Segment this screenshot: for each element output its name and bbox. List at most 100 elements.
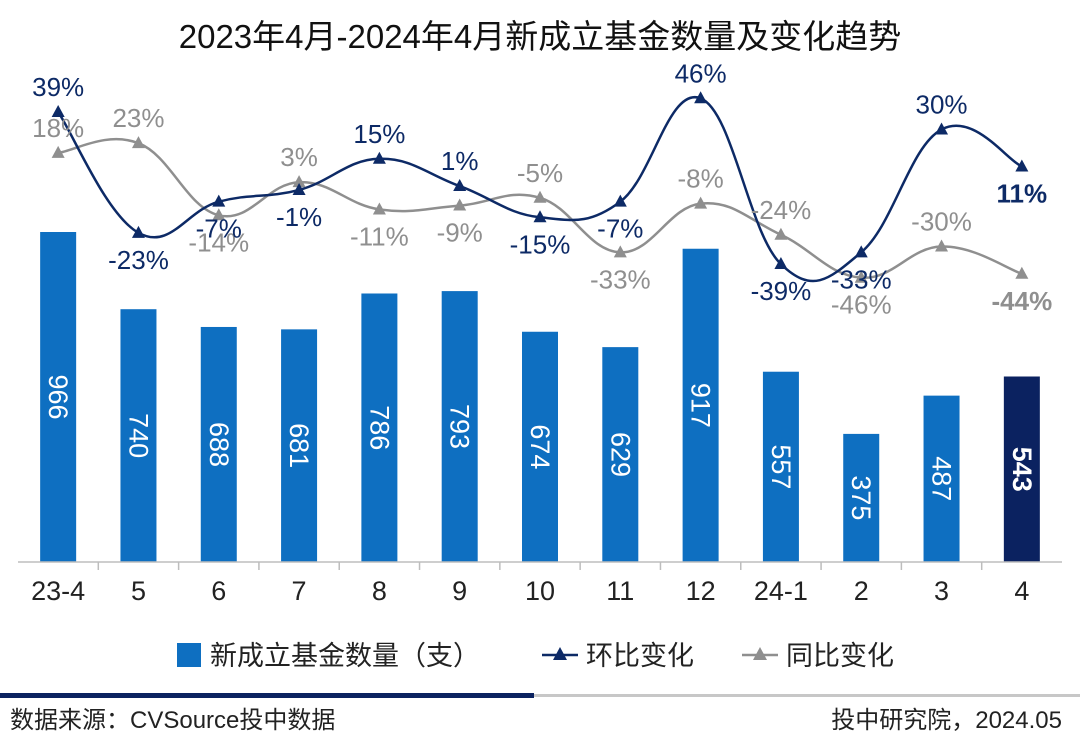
- mom-value-label: 1%: [441, 146, 479, 176]
- yoy-labels: 18% 23% -14% 3% -11% -9% -5% -33% -8% -24% -46% -30…: [32, 103, 1052, 320]
- yoy-value-label: -24%: [751, 195, 812, 225]
- yoy-value-label: -9%: [437, 218, 483, 248]
- x-tick-label: 5: [131, 576, 146, 606]
- yoy-marker: [533, 190, 547, 203]
- yoy-value-label: -33%: [590, 264, 651, 294]
- yoy-marker: [935, 239, 949, 252]
- mom-value-label: -7%: [196, 214, 242, 244]
- legend-bar-label: 新成立基金数量（支）: [210, 641, 480, 671]
- bar: [40, 232, 77, 562]
- yoy-value-label: -8%: [677, 164, 723, 194]
- bar-value-label: 557: [766, 444, 796, 489]
- bar-value-label: 543: [1007, 447, 1037, 492]
- mom-value-label: -7%: [597, 214, 643, 244]
- yoy-marker: [1015, 266, 1029, 279]
- bar-series: [40, 232, 1040, 562]
- x-tick-label: 2: [854, 576, 869, 606]
- mom-marker: [372, 151, 386, 164]
- mom-value-label: 39%: [32, 72, 84, 102]
- yoy-value-label: 23%: [112, 103, 164, 133]
- mom-marker: [613, 194, 627, 207]
- x-tick-label: 4: [1014, 576, 1029, 606]
- yoy-marker: [854, 270, 868, 283]
- mom-marker: [131, 225, 145, 238]
- mom-marker: [774, 257, 788, 270]
- yoy-marker: [613, 245, 627, 258]
- yoy-marker: [212, 208, 226, 221]
- footer-source: 数据来源：CVSource投中数据: [10, 707, 335, 734]
- x-axis-labels: 23-4 5 6 7 8 9 10 11 12 24-1 2 3 4: [31, 576, 1029, 606]
- yoy-marker: [131, 136, 145, 149]
- mom-value-label: 46%: [675, 58, 727, 88]
- bar: [602, 347, 639, 562]
- legend-yoy-marker: [753, 647, 767, 660]
- yoy-value-label: 3%: [280, 142, 318, 172]
- bar: [923, 395, 960, 562]
- yoy-value-label: -11%: [350, 221, 409, 251]
- x-tick-label: 3: [934, 576, 949, 606]
- bar-labels: 966 740 688 681 786 793 674 629 917 557 375 487 543: [43, 374, 1037, 520]
- yoy-marker: [694, 196, 708, 209]
- x-tick-label: 12: [686, 576, 716, 606]
- yoy-marker: [372, 202, 386, 215]
- bar-value-label: 793: [445, 404, 475, 449]
- bar-value-label: 629: [605, 432, 635, 477]
- yoy-marker: [453, 198, 467, 211]
- bar: [281, 329, 318, 562]
- yoy-value-label: 18%: [32, 113, 84, 143]
- footer-credit: 投中研究院，2024.05: [831, 707, 1062, 734]
- legend-mom-marker: [553, 647, 567, 660]
- yoy-value-label: -30%: [911, 207, 972, 237]
- mom-marker: [453, 179, 467, 192]
- bar-value-label: 786: [364, 405, 394, 450]
- mom-value-label: 15%: [353, 119, 405, 149]
- legend-yoy-label: 同比变化: [786, 641, 894, 671]
- legend: 新成立基金数量（支） 环比变化 同比变化: [177, 641, 894, 671]
- x-tick-label: 10: [525, 576, 555, 606]
- yoy-marker: [774, 227, 788, 240]
- yoy-marker: [292, 175, 306, 188]
- yoy-value-label: -5%: [517, 158, 563, 188]
- bar: [522, 331, 558, 562]
- footer-divider-dark: [0, 693, 534, 698]
- bar-value-label: 966: [43, 374, 73, 419]
- mom-marker: [1015, 159, 1029, 172]
- bar-value-label: 681: [284, 423, 314, 468]
- mom-value-label: -15%: [510, 229, 571, 259]
- bar: [1003, 376, 1040, 562]
- yoy-value-label: -14%: [188, 227, 249, 257]
- x-tick-label: 24-1: [754, 576, 808, 606]
- bar: [120, 309, 157, 562]
- bar-value-label: 688: [204, 422, 234, 467]
- bar-value-label: 917: [686, 383, 716, 428]
- bar: [682, 248, 719, 562]
- bar-value-label: 674: [525, 424, 555, 469]
- mom-marker: [212, 194, 226, 207]
- mom-marker: [935, 122, 949, 135]
- x-tick-label: 8: [372, 576, 387, 606]
- mom-marker: [292, 182, 306, 195]
- bar: [441, 291, 478, 562]
- x-tick-label: 6: [211, 576, 226, 606]
- mom-marker: [51, 104, 65, 117]
- mom-labels: 39% -23% -7% -1% 15% 1% -15% -7% 46% -39% -33% 30% 1…: [32, 58, 1047, 306]
- yoy-value-label: -46%: [831, 290, 892, 320]
- mom-marker: [533, 210, 547, 223]
- bar-value-label: 740: [123, 413, 153, 458]
- x-axis-ticks: [97, 562, 983, 570]
- mom-value-label: -39%: [751, 276, 812, 306]
- mom-value-label: -23%: [108, 245, 169, 275]
- x-tick-label: 7: [292, 576, 307, 606]
- bar-value-label: 375: [846, 475, 876, 520]
- legend-bar-swatch: [177, 643, 201, 667]
- mom-marker: [694, 91, 708, 104]
- mom-value-label: 11%: [997, 179, 1048, 209]
- mom-marker: [854, 245, 868, 258]
- mom-markers: [51, 91, 1029, 270]
- bar: [843, 433, 880, 562]
- mom-value-label: -1%: [276, 202, 322, 232]
- x-tick-label: 23-4: [31, 576, 85, 606]
- footer-divider-light: [534, 694, 1080, 697]
- x-tick-label: 9: [452, 576, 467, 606]
- yoy-markers: [51, 136, 1029, 283]
